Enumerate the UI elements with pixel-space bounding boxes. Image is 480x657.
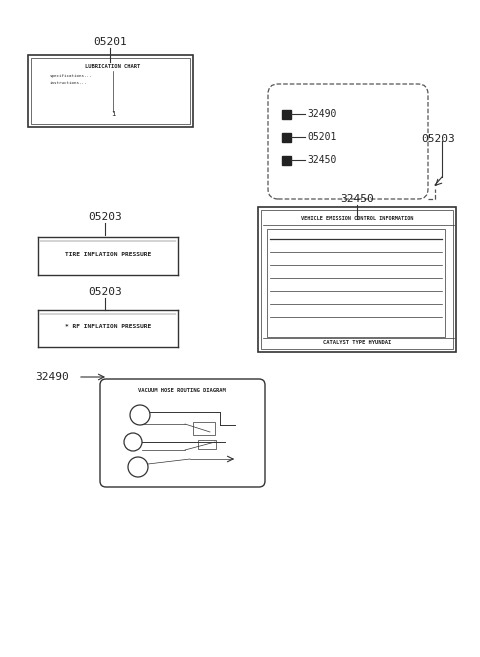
Text: 05203: 05203: [88, 287, 122, 297]
Text: 05203: 05203: [88, 212, 122, 222]
Text: 32450: 32450: [340, 194, 374, 204]
Bar: [193, 422, 215, 435]
Bar: [261, 210, 453, 349]
Bar: [282, 156, 291, 165]
Text: CATALYST TYPE HYUNDAI: CATALYST TYPE HYUNDAI: [323, 340, 391, 346]
Text: specifications...: specifications...: [50, 74, 93, 78]
Text: 32490: 32490: [307, 109, 336, 119]
Text: 05201: 05201: [307, 132, 336, 142]
Text: VEHICLE EMISSION CONTROL INFORMATION: VEHICLE EMISSION CONTROL INFORMATION: [301, 217, 413, 221]
Bar: [28, 55, 193, 127]
Bar: [258, 207, 456, 352]
Bar: [282, 110, 291, 119]
Bar: [198, 440, 216, 449]
Text: LUBRICATION CHART: LUBRICATION CHART: [85, 64, 141, 68]
Text: * RF INFLATION PRESSURE: * RF INFLATION PRESSURE: [65, 325, 151, 330]
Text: instructions...: instructions...: [50, 81, 87, 85]
Text: VACUUM HOSE ROUTING DIAGRAM: VACUUM HOSE ROUTING DIAGRAM: [138, 388, 226, 392]
Text: 1: 1: [111, 111, 115, 117]
Text: TIRE INFLATION PRESSURE: TIRE INFLATION PRESSURE: [65, 252, 151, 258]
Text: 05201: 05201: [93, 37, 127, 47]
Text: 05203: 05203: [421, 134, 455, 144]
Bar: [267, 229, 445, 337]
Text: 32450: 32450: [307, 155, 336, 165]
Bar: [31, 58, 190, 124]
Text: 32490: 32490: [35, 372, 69, 382]
Bar: [282, 133, 291, 142]
